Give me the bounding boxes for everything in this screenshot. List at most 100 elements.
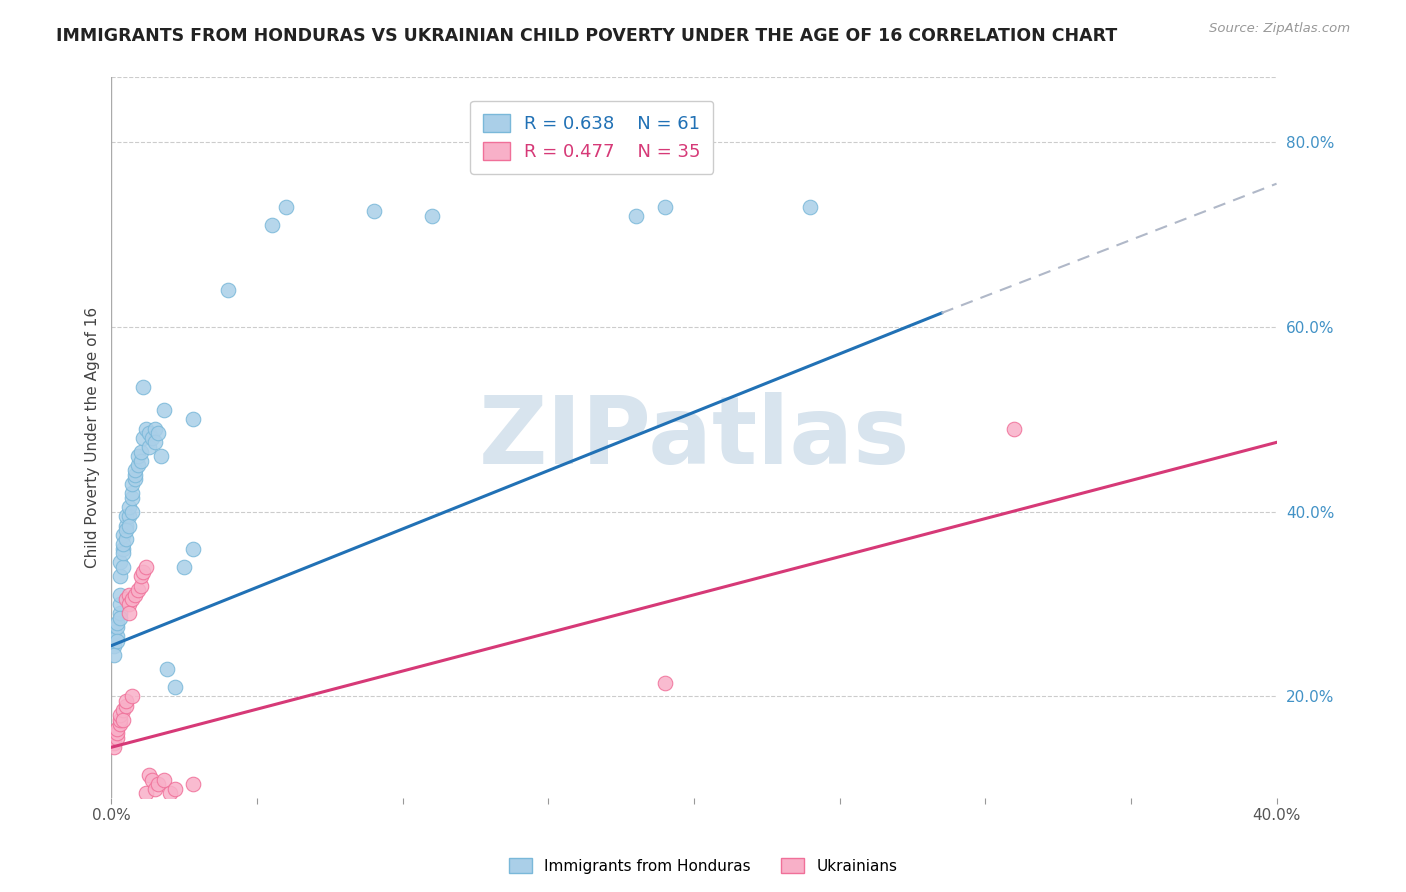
Point <box>159 787 181 801</box>
Point <box>181 777 204 791</box>
Point <box>112 560 135 574</box>
Point <box>118 509 141 524</box>
Point <box>127 458 149 473</box>
Point <box>112 541 135 556</box>
Point <box>105 629 128 643</box>
Point <box>138 426 160 441</box>
Point <box>127 583 149 598</box>
Point <box>124 463 146 477</box>
Point <box>103 648 125 662</box>
Point <box>654 675 676 690</box>
Point <box>108 569 131 583</box>
Point <box>105 615 128 630</box>
Point <box>118 607 141 621</box>
Point <box>108 607 131 621</box>
Point <box>165 781 187 796</box>
Point <box>108 597 131 611</box>
Point <box>799 200 821 214</box>
Point <box>103 634 125 648</box>
Point <box>173 560 195 574</box>
Point <box>153 772 176 787</box>
Point <box>118 597 141 611</box>
Point <box>112 713 135 727</box>
Point <box>153 403 176 417</box>
Point <box>132 565 155 579</box>
Point <box>129 578 152 592</box>
Point <box>124 467 146 482</box>
Point <box>132 431 155 445</box>
Point <box>141 772 163 787</box>
Point <box>135 560 157 574</box>
Point <box>121 477 143 491</box>
Point <box>276 200 298 214</box>
Point <box>115 523 138 537</box>
Point <box>108 588 131 602</box>
Point <box>105 620 128 634</box>
Point <box>141 431 163 445</box>
Point <box>146 426 169 441</box>
Point <box>115 533 138 547</box>
Text: IMMIGRANTS FROM HONDURAS VS UKRAINIAN CHILD POVERTY UNDER THE AGE OF 16 CORRELAT: IMMIGRANTS FROM HONDURAS VS UKRAINIAN CH… <box>56 27 1118 45</box>
Point <box>121 592 143 607</box>
Point <box>121 690 143 704</box>
Point <box>112 528 135 542</box>
Point <box>112 703 135 717</box>
Point <box>129 569 152 583</box>
Point <box>260 219 283 233</box>
Point <box>181 541 204 556</box>
Point <box>1002 421 1025 435</box>
Point <box>105 726 128 740</box>
Point <box>143 435 166 450</box>
Point <box>420 209 443 223</box>
Point <box>156 662 179 676</box>
Point <box>124 472 146 486</box>
Y-axis label: Child Poverty Under the Age of 16: Child Poverty Under the Age of 16 <box>86 307 100 568</box>
Point <box>363 204 385 219</box>
Point <box>103 624 125 639</box>
Point <box>118 500 141 514</box>
Point <box>149 449 172 463</box>
Point <box>146 777 169 791</box>
Point <box>118 518 141 533</box>
Legend: R = 0.638    N = 61, R = 0.477    N = 35: R = 0.638 N = 61, R = 0.477 N = 35 <box>470 101 713 174</box>
Text: ZIPatlas: ZIPatlas <box>478 392 910 483</box>
Point <box>138 440 160 454</box>
Point <box>115 592 138 607</box>
Point <box>108 713 131 727</box>
Point <box>118 588 141 602</box>
Point <box>135 787 157 801</box>
Point <box>115 694 138 708</box>
Point <box>127 449 149 463</box>
Point <box>108 707 131 722</box>
Point <box>103 740 125 755</box>
Point <box>115 509 138 524</box>
Point <box>103 736 125 750</box>
Point <box>129 454 152 468</box>
Point <box>105 731 128 745</box>
Point <box>108 717 131 731</box>
Text: Source: ZipAtlas.com: Source: ZipAtlas.com <box>1209 22 1350 36</box>
Point <box>108 611 131 625</box>
Point <box>124 588 146 602</box>
Point <box>132 380 155 394</box>
Point <box>129 444 152 458</box>
Point <box>143 781 166 796</box>
Point <box>135 421 157 435</box>
Point <box>143 421 166 435</box>
Point <box>181 412 204 426</box>
Point <box>121 505 143 519</box>
Point <box>112 537 135 551</box>
Point <box>105 634 128 648</box>
Point <box>217 283 239 297</box>
Legend: Immigrants from Honduras, Ukrainians: Immigrants from Honduras, Ukrainians <box>503 852 903 880</box>
Point <box>121 491 143 505</box>
Point <box>108 556 131 570</box>
Point <box>624 209 647 223</box>
Point <box>112 546 135 560</box>
Point <box>115 518 138 533</box>
Point <box>165 680 187 694</box>
Point <box>115 698 138 713</box>
Point <box>105 722 128 736</box>
Point <box>138 768 160 782</box>
Point <box>654 200 676 214</box>
